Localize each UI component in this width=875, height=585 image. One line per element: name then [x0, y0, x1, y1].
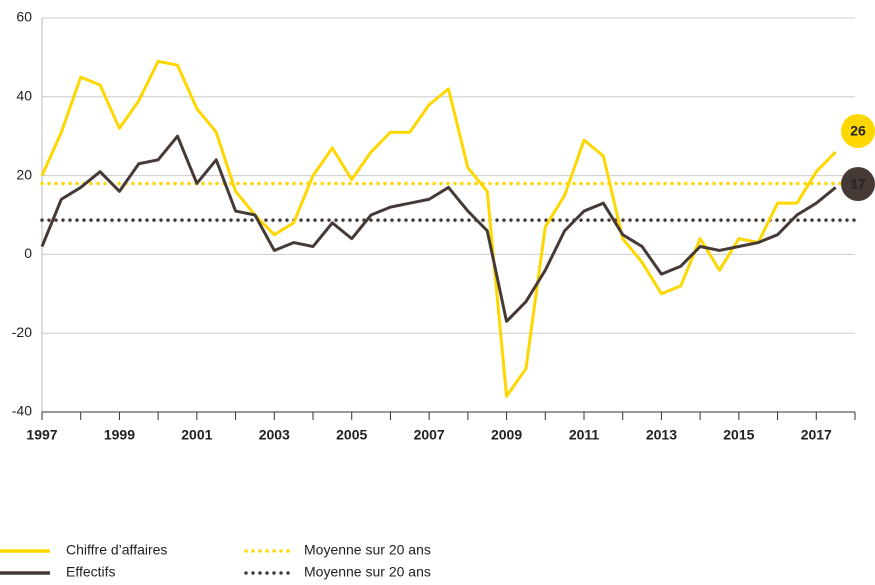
x-tick-label: 2015: [723, 427, 754, 443]
y-tick-label: -40: [12, 403, 32, 419]
x-tick-label: 2009: [491, 427, 522, 443]
x-tick-label: 2003: [259, 427, 290, 443]
x-tick-label: 1997: [26, 427, 57, 443]
x-tick-label: 2001: [181, 427, 212, 443]
end-badge: [841, 167, 875, 201]
y-tick-label: 40: [16, 88, 32, 104]
series-line: [40, 59, 837, 398]
x-tick-label: 2011: [569, 427, 600, 443]
x-tick-label: 1999: [104, 427, 135, 443]
y-tick-label: -20: [12, 324, 32, 340]
x-tick-label: 2017: [801, 427, 832, 443]
y-tick-label: 20: [16, 166, 32, 182]
series-line: [40, 134, 837, 323]
end-label: 17: [850, 176, 866, 192]
end-label: 26: [850, 123, 866, 139]
y-tick-label: 60: [16, 9, 32, 25]
x-tick-label: 2005: [336, 427, 367, 443]
x-tick-label: 2013: [646, 427, 677, 443]
end-badge: [841, 114, 875, 148]
legend-label: Moyenne sur 20 ans: [304, 564, 431, 580]
x-tick-label: 2007: [414, 427, 445, 443]
legend-label: Moyenne sur 20 ans: [304, 542, 431, 558]
y-tick-label: 0: [24, 245, 32, 261]
legend-label: Effectifs: [66, 564, 116, 580]
legend-label: Chiffre d’affaires: [66, 542, 167, 558]
